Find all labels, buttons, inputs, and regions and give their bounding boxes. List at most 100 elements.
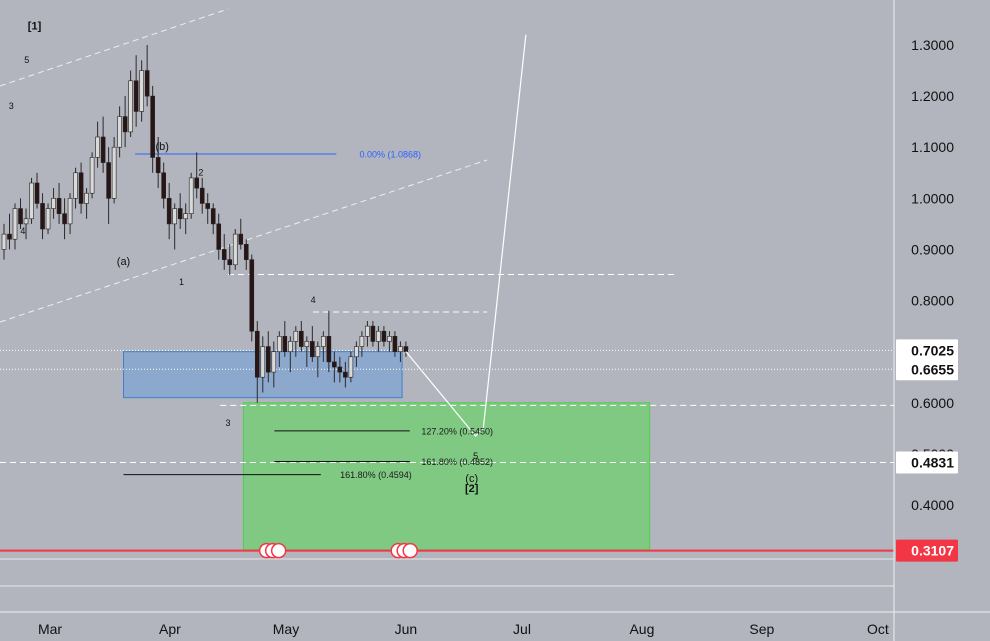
labels-layer: 0.00% (1.0868) 127.20% (0.5450) 161.80% (0…: [9, 21, 493, 559]
candle-body: [271, 351, 277, 373]
candle-body: [45, 208, 51, 230]
wave-label: (c): [465, 473, 478, 485]
time-tick-label: Apr: [159, 621, 181, 637]
candle-body: [194, 177, 200, 189]
time-tick-label: Mar: [38, 621, 62, 637]
price-label-badge: [896, 339, 958, 362]
candle-body: [139, 70, 144, 112]
candle-body: [249, 259, 255, 332]
candle-body: [260, 346, 266, 378]
wave-label: 4: [311, 295, 316, 305]
candle-body: [166, 198, 172, 225]
candle-body: [403, 346, 409, 352]
candle-body: [144, 70, 150, 97]
candle-body: [299, 330, 304, 347]
price-label-badge: [896, 358, 958, 381]
candle-body: [265, 346, 271, 373]
fib-level-label: 127.20% (0.5450): [421, 426, 493, 436]
projection-layer: [405, 34, 527, 437]
candle-body: [56, 198, 62, 214]
candle-body: [106, 162, 111, 199]
time-tick-label: Oct: [867, 621, 889, 637]
candles-layer: [1, 45, 409, 403]
fib-level-label: 161.80% (0.4594): [340, 470, 412, 480]
candle-body: [89, 157, 95, 194]
projection-path: [405, 34, 527, 437]
lines-layer: [0, 8, 894, 587]
event-marker-icon: [402, 542, 418, 559]
candle-body: [304, 341, 310, 347]
time-tick-label: Jul: [513, 621, 531, 637]
price-tick-label: 0.9000: [911, 241, 954, 257]
candle-body: [293, 330, 299, 342]
price-axis[interactable]: 1.3000 1.2000 1.1000 1.0000 0.9000 0.8000 0.70…: [893, 0, 990, 641]
price-tick-label: 1.3000: [911, 37, 954, 53]
event-marker-icon: [270, 542, 287, 559]
candle-body: [315, 346, 321, 358]
time-tick-label: Sep: [749, 621, 774, 637]
candle-body: [128, 80, 133, 133]
wave-label: 1: [179, 277, 184, 287]
candle-body: [34, 182, 40, 204]
candle-body: [210, 208, 216, 225]
candle-body: [84, 192, 89, 204]
candle-body: [276, 336, 282, 352]
candle-body: [199, 187, 205, 204]
candle-body: [326, 336, 332, 363]
candle-body: [337, 366, 343, 373]
candle-body: [7, 233, 12, 240]
candle-body: [1, 233, 7, 250]
price-tick-label: 1.1000: [911, 139, 954, 155]
candle-body: [321, 336, 326, 347]
candle-body: [29, 182, 34, 220]
candle-body: [133, 80, 139, 112]
candle-body: [78, 172, 84, 204]
candle-body: [67, 198, 73, 225]
candle-body: [177, 208, 183, 220]
time-axis[interactable]: Mar Apr May Jun Jul Aug Sep Oct: [0, 611, 990, 637]
candle-body: [387, 336, 392, 342]
candle-body: [73, 172, 78, 199]
price-tick-label: 0.4000: [911, 497, 954, 513]
candle-body: [111, 146, 117, 199]
candle-body: [51, 198, 56, 209]
candle-body: [288, 341, 293, 352]
time-tick-label: Aug: [629, 621, 654, 637]
price-tick-label: 0.6000: [911, 395, 954, 411]
candle-body: [18, 208, 23, 225]
candle-body: [205, 203, 211, 209]
candle-body: [221, 249, 227, 260]
candle-body: [150, 95, 155, 158]
price-tick-label: 1.2000: [911, 88, 954, 104]
candle-body: [354, 346, 359, 358]
fib-level-label: 0.00% (1.0868): [360, 149, 422, 159]
wave-label: 3: [9, 101, 14, 111]
candle-body: [227, 259, 233, 266]
candle-body: [282, 336, 288, 352]
wave-label: 5: [24, 55, 29, 65]
candle-body: [238, 233, 244, 245]
candle-body: [310, 341, 315, 358]
candle-body: [117, 116, 122, 148]
price-label-text: 0.4831: [911, 455, 954, 471]
wave-label: 4: [20, 226, 25, 236]
channel-line-lower: [0, 159, 488, 323]
candle-body: [376, 330, 381, 342]
candle-body: [216, 223, 222, 250]
candle-body: [172, 208, 177, 225]
wave-label: 3: [225, 418, 230, 428]
target-zone: [242, 402, 651, 551]
candle-body: [100, 136, 106, 163]
price-label-badge: [896, 539, 958, 562]
candle-body: [370, 325, 376, 342]
price-label-text: 0.3107: [911, 543, 954, 559]
candle-body: [343, 371, 348, 378]
candle-body: [161, 172, 166, 199]
wave-label: 2: [198, 167, 203, 177]
candle-body: [365, 325, 370, 337]
candle-body: [232, 233, 238, 266]
candle-body: [122, 116, 128, 133]
candle-body: [188, 177, 194, 214]
fib-level-label: 161.80% (0.4852): [421, 457, 493, 467]
